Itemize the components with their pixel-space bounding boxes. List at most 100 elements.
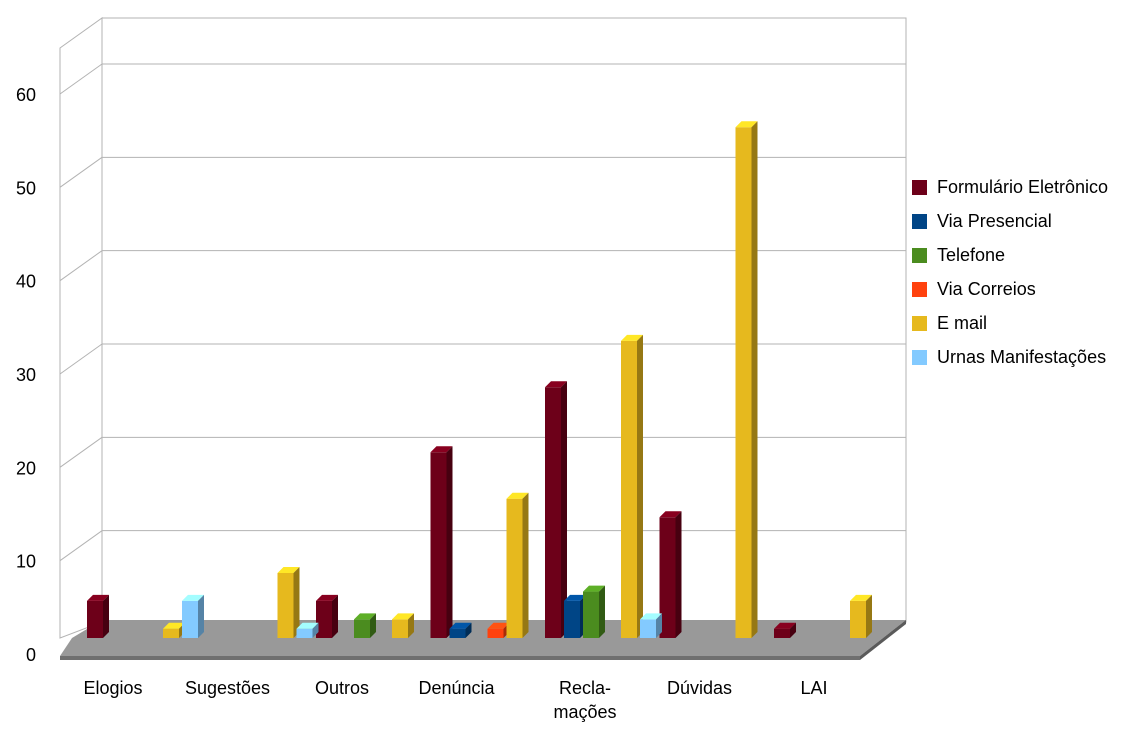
bar-front <box>583 591 599 638</box>
bar-side <box>522 492 529 638</box>
bar <box>583 585 605 638</box>
bar-side <box>370 613 376 638</box>
x-tick-label: Recla- <box>559 678 611 698</box>
bar-front <box>182 600 198 638</box>
back-wall <box>101 17 907 623</box>
floor-front <box>60 656 860 660</box>
bar-top <box>163 622 185 629</box>
legend-item: E mail <box>912 306 1108 340</box>
bar-top <box>354 613 376 620</box>
bar <box>354 613 376 638</box>
floor-side <box>860 620 906 660</box>
y-tick-label: 0 <box>26 645 36 665</box>
bar-side <box>293 566 300 638</box>
bar-top <box>583 585 605 592</box>
bar <box>564 594 586 638</box>
y-tick-label: 40 <box>16 272 36 292</box>
bar <box>735 121 758 638</box>
bar <box>296 622 319 638</box>
legend-label: Formulário Eletrônico <box>937 176 1109 197</box>
bar <box>640 613 662 638</box>
bar <box>621 334 643 638</box>
legend-swatch <box>912 281 927 297</box>
bar <box>182 594 204 638</box>
bar-side <box>198 594 204 638</box>
bar <box>316 594 338 638</box>
bar-front <box>430 452 447 638</box>
bar-front <box>774 628 790 638</box>
bar <box>850 594 872 638</box>
bar-top <box>277 566 300 573</box>
x-axis-ticks: Elogios Sugestões Outros Denúncia Recla-maçõ… <box>83 678 827 722</box>
legend-item: Via Correios <box>912 272 1108 306</box>
x-tick-label: Denúncia <box>418 678 495 698</box>
bar-side <box>656 613 662 638</box>
gridline-side <box>59 250 103 282</box>
bar-side <box>103 594 109 638</box>
bar-front <box>354 619 370 638</box>
bar-top <box>449 622 472 629</box>
y-axis-ticks: 0 10 20 30 40 50 60 <box>16 85 36 665</box>
bar-top <box>87 594 109 601</box>
legend-item: Urnas Manifestações <box>912 340 1108 374</box>
bar-top <box>316 594 338 601</box>
bar-front <box>659 517 676 638</box>
legend-item: Formulário Eletrônico <box>912 170 1108 204</box>
y-tick-label: 20 <box>16 458 36 478</box>
bar-top <box>545 381 567 388</box>
bar <box>506 492 529 638</box>
bar-front <box>564 600 580 638</box>
bar-front <box>621 340 637 638</box>
gridline-side <box>59 530 103 562</box>
x-tick-label: Outros <box>315 678 369 698</box>
legend-label: Via Presencial <box>937 210 1052 231</box>
bar-front <box>316 600 332 638</box>
bar-top <box>392 613 414 620</box>
bar <box>449 622 472 638</box>
x-tick-label: Dúvidas <box>667 678 732 698</box>
bar-side <box>751 121 758 638</box>
bar-side <box>790 622 796 638</box>
bar-top <box>506 492 529 499</box>
bar-side <box>637 334 643 638</box>
legend-swatch <box>912 179 927 195</box>
bar-front <box>277 572 294 638</box>
legend-label: Urnas Manifestações <box>937 346 1107 367</box>
legend-swatch <box>912 247 927 263</box>
bar <box>430 446 453 638</box>
bar-side <box>561 381 567 638</box>
bar-front <box>87 600 103 638</box>
y-tick-label: 30 <box>16 365 36 385</box>
chart-gridlines <box>59 63 906 562</box>
gridline-side <box>59 63 103 95</box>
bar-top <box>640 613 662 620</box>
bar-top <box>735 121 758 128</box>
bar-side <box>599 585 605 638</box>
chart-walls <box>59 17 907 639</box>
bar-top <box>850 594 872 601</box>
bar <box>774 622 796 638</box>
bar-front <box>640 619 656 638</box>
y-tick-label: 50 <box>16 178 36 198</box>
legend-label: E mail <box>937 312 988 333</box>
bar <box>277 566 300 638</box>
legend-label: Telefone <box>937 244 1006 265</box>
bar-top <box>182 594 204 601</box>
bar-front <box>487 628 504 638</box>
legend-swatch <box>912 315 927 331</box>
chart-legend: Formulário Eletrônico Via Presencial Telef… <box>912 170 1108 374</box>
bar-front <box>506 498 523 638</box>
bar-top <box>487 622 510 629</box>
bar-top <box>430 446 453 453</box>
bar-side <box>465 622 472 638</box>
gridline-side <box>59 436 103 468</box>
bar-top <box>564 594 586 601</box>
bar-front <box>163 628 179 638</box>
bar-front <box>392 619 408 638</box>
gridline-side <box>59 343 103 375</box>
chart-floor <box>60 620 906 660</box>
y-tick-label: 60 <box>16 85 36 105</box>
bar-side <box>675 511 682 638</box>
bar-top <box>296 622 319 629</box>
